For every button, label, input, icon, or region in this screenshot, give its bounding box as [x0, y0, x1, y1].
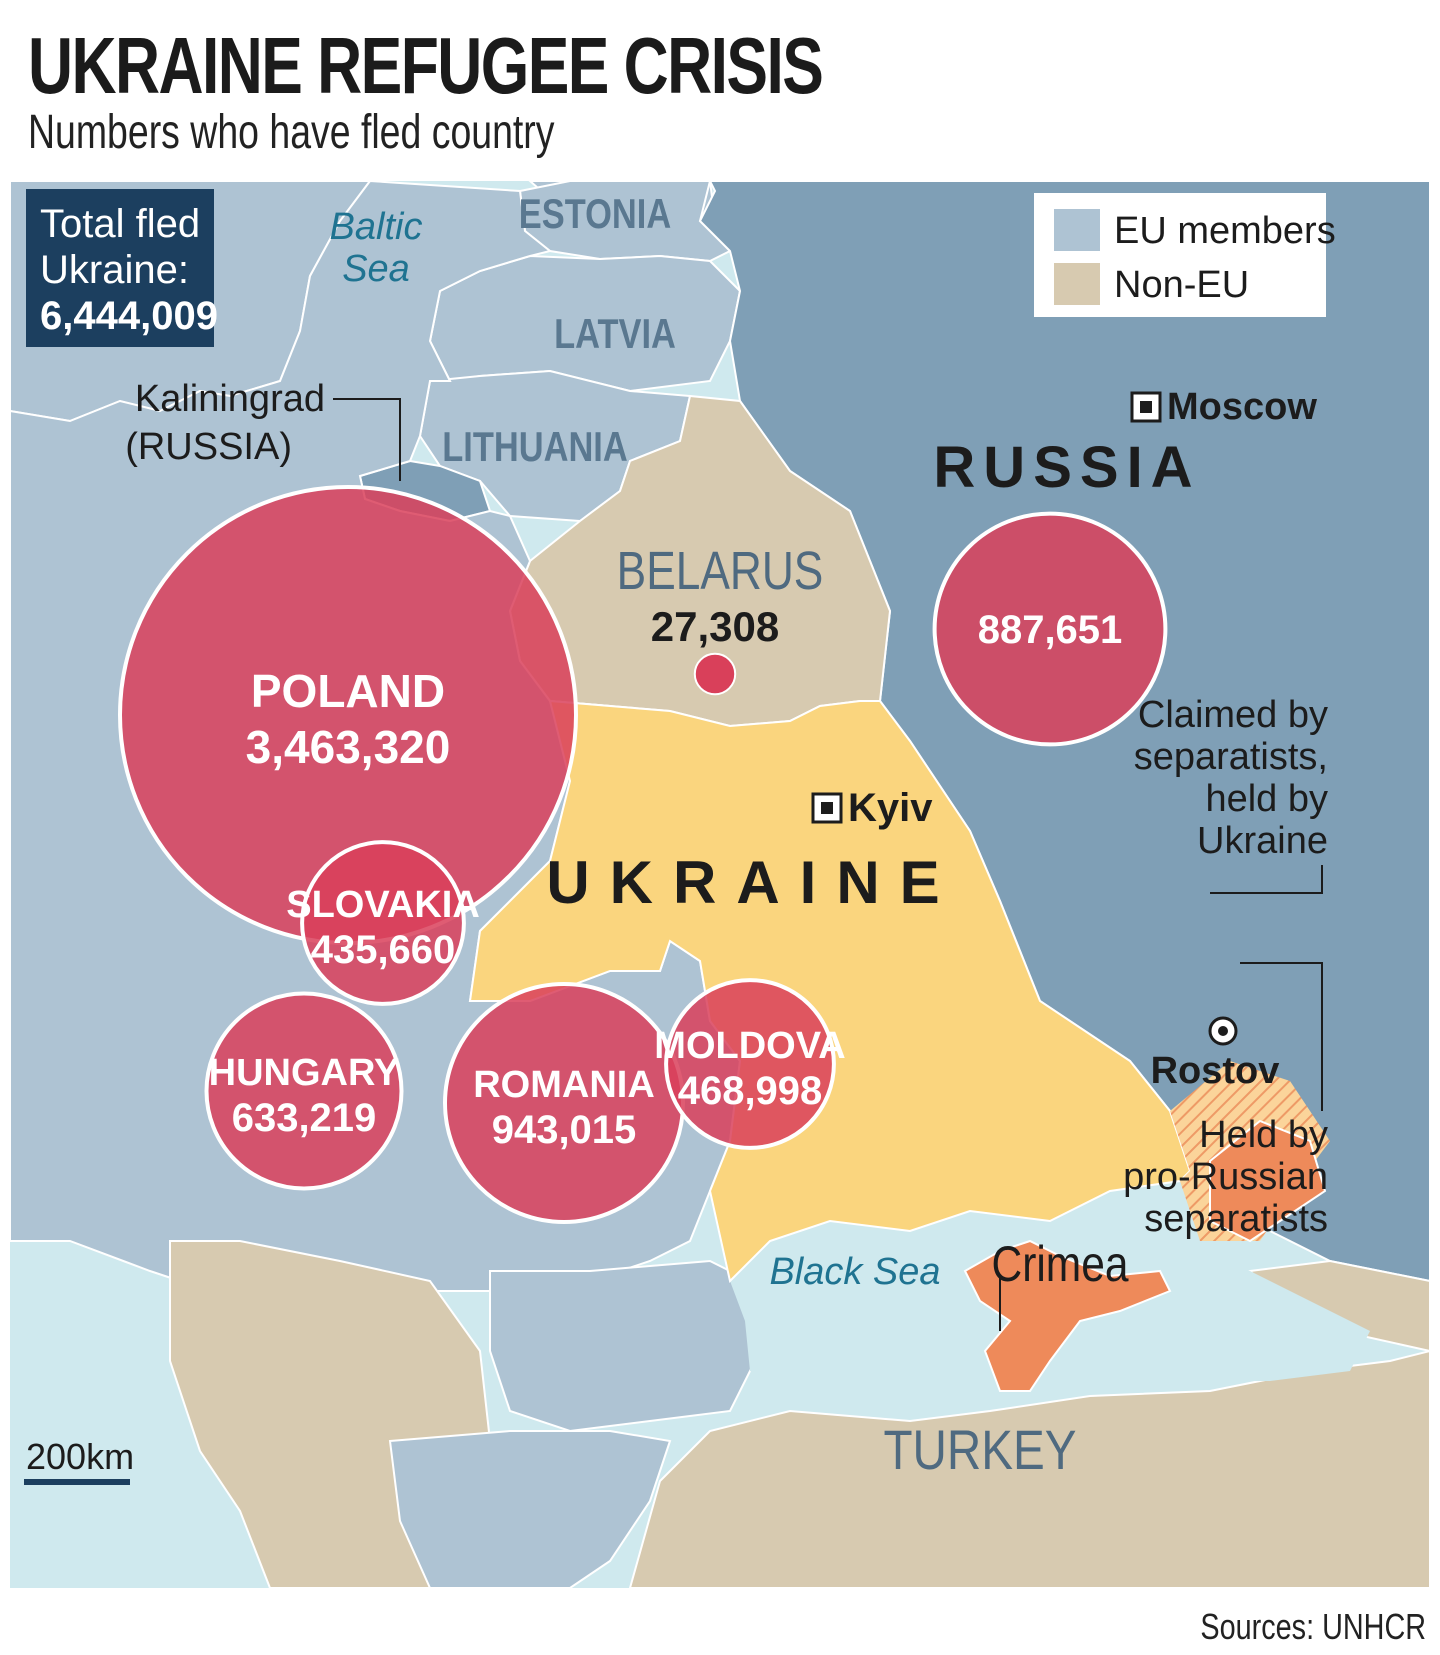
ukraine-shape	[468, 699, 1192, 1283]
city-label-kyiv: Kyiv	[848, 786, 933, 830]
crimea-shape	[963, 1239, 1172, 1392]
refugee-bubble-moldova	[664, 978, 836, 1150]
refugee-country-poland: POLAND	[251, 665, 445, 717]
legend-label-eu: EU members	[1114, 210, 1336, 252]
refugee-bubble-slovakia	[300, 840, 466, 1006]
refugee-count-hungary: 633,219	[232, 1096, 377, 1140]
legend: EU members Non-EU	[1034, 193, 1336, 317]
legend-swatch-eu	[1054, 209, 1100, 251]
refugee-bubble-belarus	[693, 652, 737, 696]
legend-label-non-eu: Non-EU	[1114, 264, 1249, 306]
country-label-belarus: BELARUS	[617, 541, 824, 601]
country-label-ukraine: UKRAINE	[546, 849, 959, 916]
scale-bar-label: 200km	[26, 1436, 134, 1477]
sea-label-baltic-2: Sea	[342, 248, 410, 290]
held-annotation-2: pro-Russian	[1123, 1156, 1328, 1198]
refugee-count-slovakia: 435,660	[311, 928, 456, 972]
bulgaria	[489, 1259, 757, 1433]
city-label-rostov: Rostov	[1151, 1050, 1280, 1092]
page-title: UKRAINE REFUGEE CRISIS	[28, 21, 824, 110]
country-label-russia: RUSSIA	[933, 435, 1200, 500]
refugee-country-moldova: MOLDOVA	[654, 1025, 845, 1067]
total-fled-value: 6,444,009	[40, 294, 218, 338]
legend-swatch-non-eu	[1054, 263, 1100, 305]
held-annotation-1: Held by	[1199, 1114, 1328, 1156]
claimed-annotation-4: Ukraine	[1197, 820, 1328, 862]
held-annotation-3: separatists	[1144, 1198, 1328, 1240]
claimed-annotation-1: Claimed by	[1138, 694, 1328, 736]
refugee-country-slovakia: SLOVAKIA	[286, 884, 480, 926]
refugee-bubble-hungary	[204, 991, 404, 1191]
country-label-lithuania: LITHUANIA	[442, 424, 627, 471]
refugee-country-romania: ROMANIA	[473, 1064, 655, 1106]
refugee-count-russia: 887,651	[978, 608, 1123, 652]
country-label-turkey: TURKEY	[883, 1419, 1076, 1481]
source-credit: Sources: UNHCR	[1200, 1606, 1426, 1647]
kyiv-marker	[811, 792, 843, 824]
refugee-country-hungary: HUNGARY	[209, 1052, 400, 1094]
page-subtitle: Numbers who have fled country	[28, 106, 555, 159]
sea-label-baltic-1: Baltic	[330, 206, 423, 248]
refugee-count-poland: 3,463,320	[246, 721, 451, 773]
held-leader-line	[1240, 962, 1323, 1111]
kaliningrad-leader-line	[333, 398, 401, 481]
greece	[388, 1430, 672, 1588]
turkey-shape	[628, 1349, 1430, 1588]
country-label-latvia: LATVIA	[554, 311, 676, 358]
country-label-estonia: ESTONIA	[519, 191, 671, 238]
city-label-moscow: Moscow	[1167, 386, 1317, 428]
separatist-area	[1209, 1119, 1327, 1243]
crimea-label: Crimea	[992, 1236, 1129, 1292]
refugee-count-romania: 943,015	[492, 1108, 637, 1152]
refugee-count-moldova: 468,998	[678, 1069, 823, 1113]
claimed-annotation-2: separatists,	[1134, 736, 1328, 778]
claimed-annotation-3: held by	[1205, 778, 1328, 820]
kaliningrad-label: Kaliningrad	[135, 378, 325, 420]
total-fled-line1: Total fled	[40, 202, 200, 246]
total-fled-box: Total fled Ukraine: 6,444,009	[26, 189, 218, 347]
claimed-leader-line	[1210, 865, 1323, 894]
total-fled-line2: Ukraine:	[40, 248, 189, 292]
sea-label-black: Black Sea	[769, 1251, 940, 1293]
moscow-marker	[1130, 391, 1162, 423]
kaliningrad-sublabel: (RUSSIA)	[125, 426, 292, 468]
belarus-refugee-count: 27,308	[651, 603, 779, 650]
scale-bar: 200km	[24, 1436, 134, 1485]
refugee-bubble-russia	[932, 511, 1168, 747]
rostov-marker	[1208, 1016, 1238, 1046]
